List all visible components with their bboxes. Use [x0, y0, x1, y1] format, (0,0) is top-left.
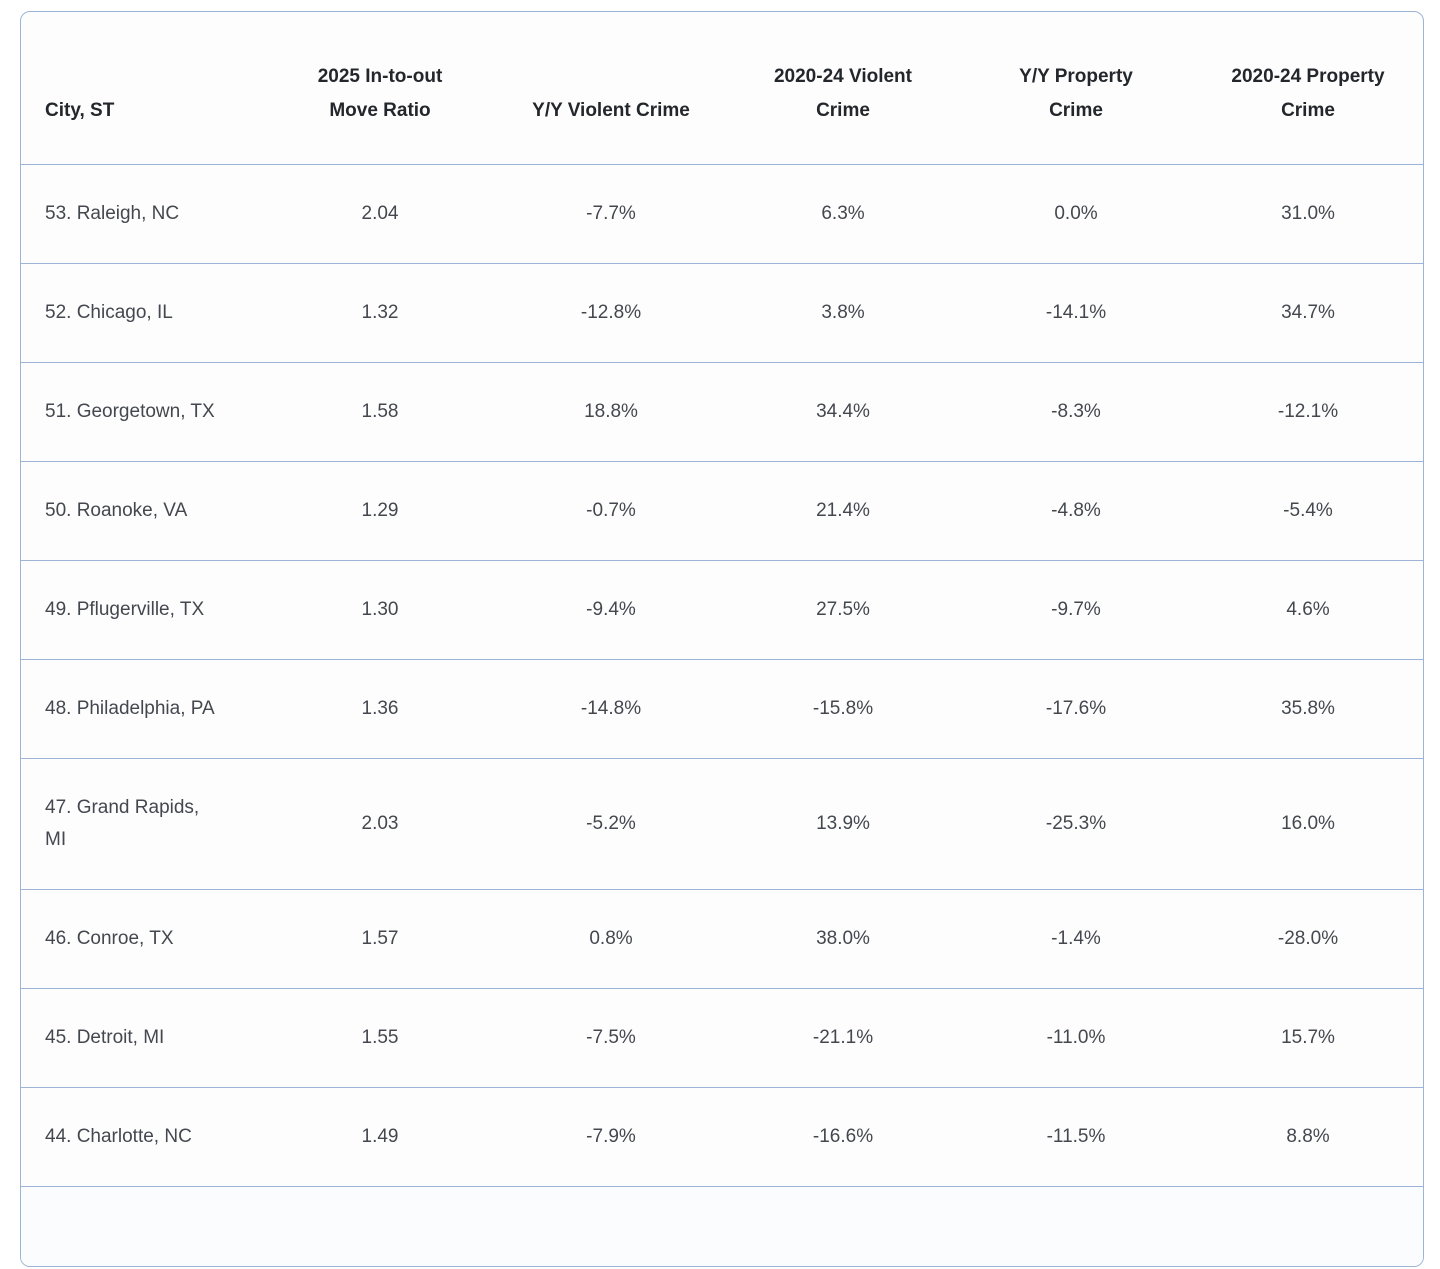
- cell-move_ratio: 1.36: [361, 698, 399, 719]
- column-header-property_2020_24: 2020-24 Property Crime: [1231, 66, 1385, 121]
- cell-yy_violent: -12.8%: [580, 302, 642, 323]
- city-label: 51. Georgetown, TX: [45, 401, 215, 422]
- table-row: 52. Chicago, IL 1.32 -12.8% 3.8% -14.1% 34.7%: [21, 263, 1423, 362]
- cell-move_ratio: 1.58: [361, 401, 399, 422]
- cell-violent_2020_24: 3.8%: [821, 302, 865, 323]
- cell-city: 49. Pflugerville, TX: [21, 561, 265, 659]
- cell-yy_violent: 0.8%: [589, 928, 633, 949]
- cell-move_ratio: 1.57: [361, 928, 399, 949]
- cell-move_ratio: 1.55: [361, 1027, 399, 1048]
- city-crime-ranking-table: City, ST 2025 In-to-out Move Ratio Y/Y Viol…: [20, 11, 1424, 1267]
- cell-city: 46. Conroe, TX: [21, 890, 265, 988]
- cell-violent_2020_24: -15.8%: [812, 698, 874, 719]
- cell-yy_violent: -5.2%: [586, 813, 636, 834]
- cell-yy_violent: -0.7%: [586, 500, 636, 521]
- cell-city: 48. Philadelphia, PA: [21, 660, 265, 758]
- table-row: 50. Roanoke, VA 1.29 -0.7% 21.4% -4.8% -5.4%: [21, 461, 1423, 560]
- cell-move_ratio: 1.32: [361, 302, 399, 323]
- cell-yy_property: -14.1%: [1045, 302, 1107, 323]
- cell-yy_violent: -7.7%: [586, 203, 636, 224]
- cell-yy_property: -4.8%: [1051, 500, 1101, 521]
- column-header-yy_property: Y/Y Property Crime: [1019, 66, 1133, 121]
- cell-property_2020_24: 16.0%: [1281, 813, 1335, 834]
- cell-yy_property: -11.5%: [1046, 1126, 1106, 1147]
- city-label: 53. Raleigh, NC: [45, 203, 180, 224]
- table-row: 51. Georgetown, TX 1.58 18.8% 34.4% -8.3% -12…: [21, 362, 1423, 461]
- table-row: 48. Philadelphia, PA 1.36 -14.8% -15.8% -17.…: [21, 659, 1423, 758]
- cell-property_2020_24: 4.6%: [1286, 599, 1330, 620]
- cell-city: 53. Raleigh, NC: [21, 165, 265, 263]
- cell-violent_2020_24: 34.4%: [816, 401, 870, 422]
- table-row: 49. Pflugerville, TX 1.30 -9.4% 27.5% -9.7% 4…: [21, 560, 1423, 659]
- city-label: 48. Philadelphia, PA: [45, 698, 215, 719]
- table-body: 53. Raleigh, NC 2.04 -7.7% 6.3% 0.0% 31.0% 52.…: [21, 164, 1423, 1186]
- cell-yy_property: -17.6%: [1045, 698, 1107, 719]
- cell-city: 50. Roanoke, VA: [21, 462, 265, 560]
- column-header-city: City, ST: [45, 100, 115, 121]
- cell-yy_property: -1.4%: [1051, 928, 1101, 949]
- cell-yy_property: 0.0%: [1054, 203, 1098, 224]
- cell-property_2020_24: 34.7%: [1281, 302, 1335, 323]
- table-row-partial: [21, 1186, 1423, 1266]
- column-header-violent_2020_24: 2020-24 Violent Crime: [773, 66, 912, 121]
- cell-yy_property: -8.3%: [1051, 401, 1101, 422]
- cell-move_ratio: 2.04: [361, 203, 399, 224]
- cell-violent_2020_24: 13.9%: [816, 813, 870, 834]
- table-row: 46. Conroe, TX 1.57 0.8% 38.0% -1.4% -28.0%: [21, 889, 1423, 988]
- cell-move_ratio: 1.49: [361, 1126, 399, 1147]
- city-label: 44. Charlotte, NC: [45, 1126, 192, 1147]
- column-header-yy_violent: Y/Y Violent Crime: [532, 100, 690, 121]
- cell-yy_violent: -7.5%: [586, 1027, 636, 1048]
- table-row: 53. Raleigh, NC 2.04 -7.7% 6.3% 0.0% 31.0%: [21, 164, 1423, 263]
- table-row: 47. Grand Rapids, MI 2.03 -5.2% 13.9% -25.3%…: [21, 758, 1423, 889]
- cell-yy_property: -9.7%: [1051, 599, 1101, 620]
- cell-property_2020_24: 15.7%: [1281, 1027, 1335, 1048]
- cell-move_ratio: 1.29: [361, 500, 399, 521]
- cell-city: 51. Georgetown, TX: [21, 363, 265, 461]
- cell-yy_violent: -7.9%: [586, 1126, 636, 1147]
- table-header: City, ST 2025 In-to-out Move Ratio Y/Y Viol…: [21, 12, 1423, 164]
- cell-violent_2020_24: -21.1%: [812, 1027, 874, 1048]
- cell-city: 52. Chicago, IL: [21, 264, 265, 362]
- column-header-move_ratio: 2025 In-to-out Move Ratio: [317, 66, 443, 121]
- cell-yy_violent: -9.4%: [586, 599, 636, 620]
- city-label: 50. Roanoke, VA: [45, 500, 188, 521]
- cell-violent_2020_24: 6.3%: [821, 203, 865, 224]
- cell-property_2020_24: -28.0%: [1277, 928, 1339, 949]
- city-label: 45. Detroit, MI: [45, 1027, 165, 1048]
- cell-yy_property: -25.3%: [1045, 813, 1107, 834]
- cell-violent_2020_24: 38.0%: [816, 928, 870, 949]
- table-row: 44. Charlotte, NC 1.49 -7.9% -16.6% -11.5% 8.…: [21, 1087, 1423, 1186]
- city-label: 52. Chicago, IL: [45, 302, 173, 323]
- cell-city: 47. Grand Rapids, MI: [21, 759, 265, 889]
- cell-yy_property: -11.0%: [1046, 1027, 1106, 1048]
- cell-property_2020_24: 31.0%: [1281, 203, 1335, 224]
- table-row: 45. Detroit, MI 1.55 -7.5% -21.1% -11.0% 15.7…: [21, 988, 1423, 1087]
- cell-property_2020_24: 8.8%: [1286, 1126, 1330, 1147]
- cell-city: 45. Detroit, MI: [21, 989, 265, 1087]
- cell-move_ratio: 1.30: [361, 599, 399, 620]
- city-label: 49. Pflugerville, TX: [45, 599, 205, 620]
- cell-yy_violent: -14.8%: [580, 698, 642, 719]
- cell-violent_2020_24: 21.4%: [816, 500, 870, 521]
- cell-property_2020_24: 35.8%: [1281, 698, 1335, 719]
- cell-property_2020_24: -5.4%: [1283, 500, 1333, 521]
- cell-yy_violent: 18.8%: [584, 401, 638, 422]
- cell-violent_2020_24: -16.6%: [812, 1126, 874, 1147]
- city-label: 46. Conroe, TX: [45, 928, 174, 949]
- cell-city: 44. Charlotte, NC: [21, 1088, 265, 1186]
- cell-move_ratio: 2.03: [361, 813, 399, 834]
- cell-violent_2020_24: 27.5%: [816, 599, 870, 620]
- cell-property_2020_24: -12.1%: [1277, 401, 1339, 422]
- city-label: 47. Grand Rapids, MI: [45, 797, 200, 850]
